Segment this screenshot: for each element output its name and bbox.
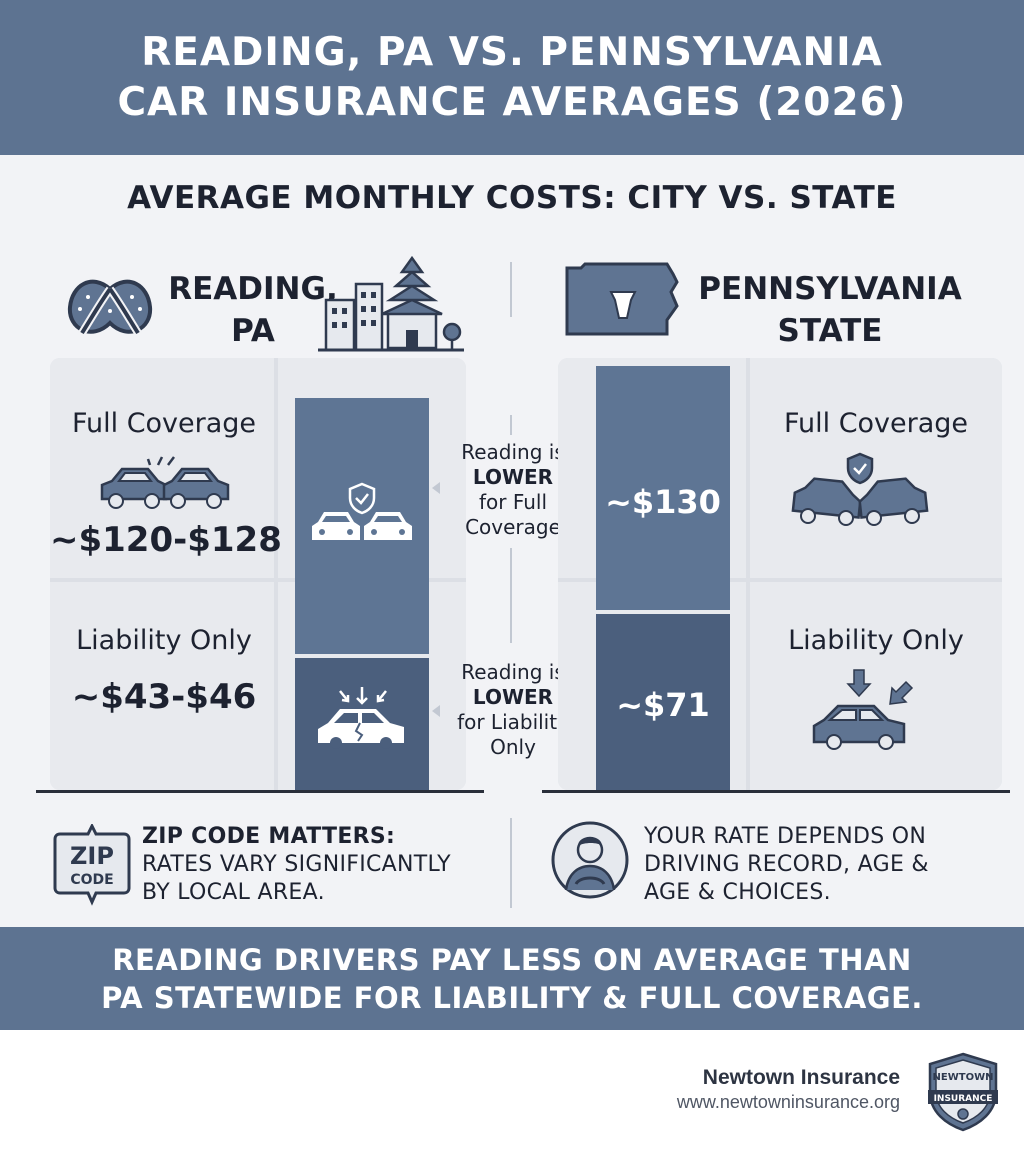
center-divider-mid — [510, 415, 512, 435]
liability-note: Reading is LOWER for Liability Only — [440, 660, 586, 760]
zip-badge-text-1: ZIP — [70, 842, 114, 870]
state-heading-line-2: STATE — [777, 313, 883, 349]
zip-info-title: ZIP CODE MATTERS: — [142, 824, 396, 849]
state-heading-line-1: PENNSYLVANIA — [698, 271, 962, 307]
center-divider-bottom — [510, 818, 512, 908]
state-full-price: ~$130 — [605, 483, 721, 521]
rate-info-line-3: AGE & CHOICES. — [644, 880, 831, 905]
liab-note-line-4: Only — [490, 735, 536, 759]
newtown-insurance-logo: NEWTOWN INSURANCE — [928, 1052, 998, 1132]
zip-info-line-1: RATES VARY SIGNIFICANTLY — [142, 852, 451, 877]
rate-info-line-2: DRIVING RECORD, AGE & — [644, 852, 929, 877]
pretzel-icon — [67, 279, 153, 336]
full-note-line-3: for Full — [478, 490, 548, 514]
state-full-label: Full Coverage — [783, 408, 969, 439]
state-heading: PENNSYLVANIA STATE — [685, 268, 975, 352]
summary-line-1: READING DRIVERS PAY LESS ON AVERAGE THAN — [112, 942, 912, 977]
state-liability-cell — [750, 582, 1002, 790]
pennsylvania-map-icon — [565, 262, 679, 336]
driver-icon — [551, 821, 629, 899]
brand-name: Newtown Insurance — [702, 1066, 900, 1089]
brand-block: Newtown Insurance www.newtowninsurance.o… — [677, 1066, 900, 1113]
full-coverage-note: Reading is LOWER for Full Coverage — [440, 440, 586, 540]
reading-full-price: ~$120-$128 — [50, 520, 282, 560]
arrow-left-icon — [432, 705, 440, 717]
summary-line-2: PA STATEWIDE FOR LIABILITY & FULL COVERA… — [101, 980, 923, 1015]
car-collision-icon — [100, 456, 230, 509]
state-liability-price: ~$71 — [616, 686, 710, 724]
liab-note-line-1: Reading is — [461, 660, 565, 684]
reading-liability-cell — [50, 582, 274, 790]
liab-note-line-2: LOWER — [472, 685, 554, 709]
reading-full-label: Full Coverage — [71, 408, 257, 439]
car-impact-icon — [318, 687, 404, 749]
reading-liability-price: ~$43-$46 — [71, 677, 257, 717]
logo-text-bottom: INSURANCE — [934, 1094, 993, 1104]
reading-full-cell — [50, 358, 274, 578]
state-baseline — [542, 790, 1010, 793]
state-full-bar — [596, 366, 730, 610]
title-line-1: READING, PA VS. PENNSYLVANIA — [141, 29, 883, 75]
state-liability-bar — [596, 614, 730, 792]
logo-text-top: NEWTOWN — [933, 1072, 994, 1083]
reading-heading-line-1: READING, — [168, 271, 338, 307]
rate-info-line-1: YOUR RATE DEPENDS ON — [644, 824, 927, 849]
brand-url[interactable]: www.newtowninsurance.org — [676, 1092, 900, 1112]
state-full-cell — [750, 358, 1002, 578]
zip-code-badge-icon: ZIP CODE — [53, 824, 131, 906]
subtitle: AVERAGE MONTHLY COSTS: CITY VS. STATE — [127, 180, 897, 216]
title-banner: READING, PA VS. PENNSYLVANIA CAR INSURAN… — [0, 0, 1024, 155]
center-divider-mid2 — [510, 548, 512, 643]
full-note-line-2: LOWER — [472, 465, 554, 489]
liab-note-line-3: for Liability — [457, 710, 569, 734]
arrow-left-icon — [432, 482, 440, 494]
brand-footer — [0, 1030, 1024, 1154]
full-note-line-4: Coverage — [465, 515, 561, 539]
city-skyline-icon — [318, 255, 464, 352]
center-divider-top — [510, 262, 512, 317]
zip-info: ZIP CODE MATTERS: RATES VARY SIGNIFICANT… — [142, 823, 502, 907]
reading-liability-label: Liability Only — [76, 625, 252, 656]
car-liability-icon — [812, 669, 914, 750]
car-collision-shield-icon — [791, 452, 929, 526]
reading-baseline — [36, 790, 484, 793]
title-line-2: CAR INSURANCE AVERAGES (2026) — [117, 79, 907, 125]
reading-heading-line-2: PA — [231, 313, 275, 349]
reading-heading: READING, PA — [158, 268, 348, 352]
full-note-line-1: Reading is — [461, 440, 565, 464]
summary-banner: READING DRIVERS PAY LESS ON AVERAGE THAN… — [0, 927, 1024, 1030]
rate-info: YOUR RATE DEPENDS ON DRIVING RECORD, AGE… — [644, 823, 984, 907]
zip-info-line-2: BY LOCAL AREA. — [142, 880, 325, 905]
car-shield-icon — [312, 482, 412, 540]
state-liability-label: Liability Only — [788, 625, 964, 656]
zip-badge-text-2: CODE — [70, 872, 113, 888]
